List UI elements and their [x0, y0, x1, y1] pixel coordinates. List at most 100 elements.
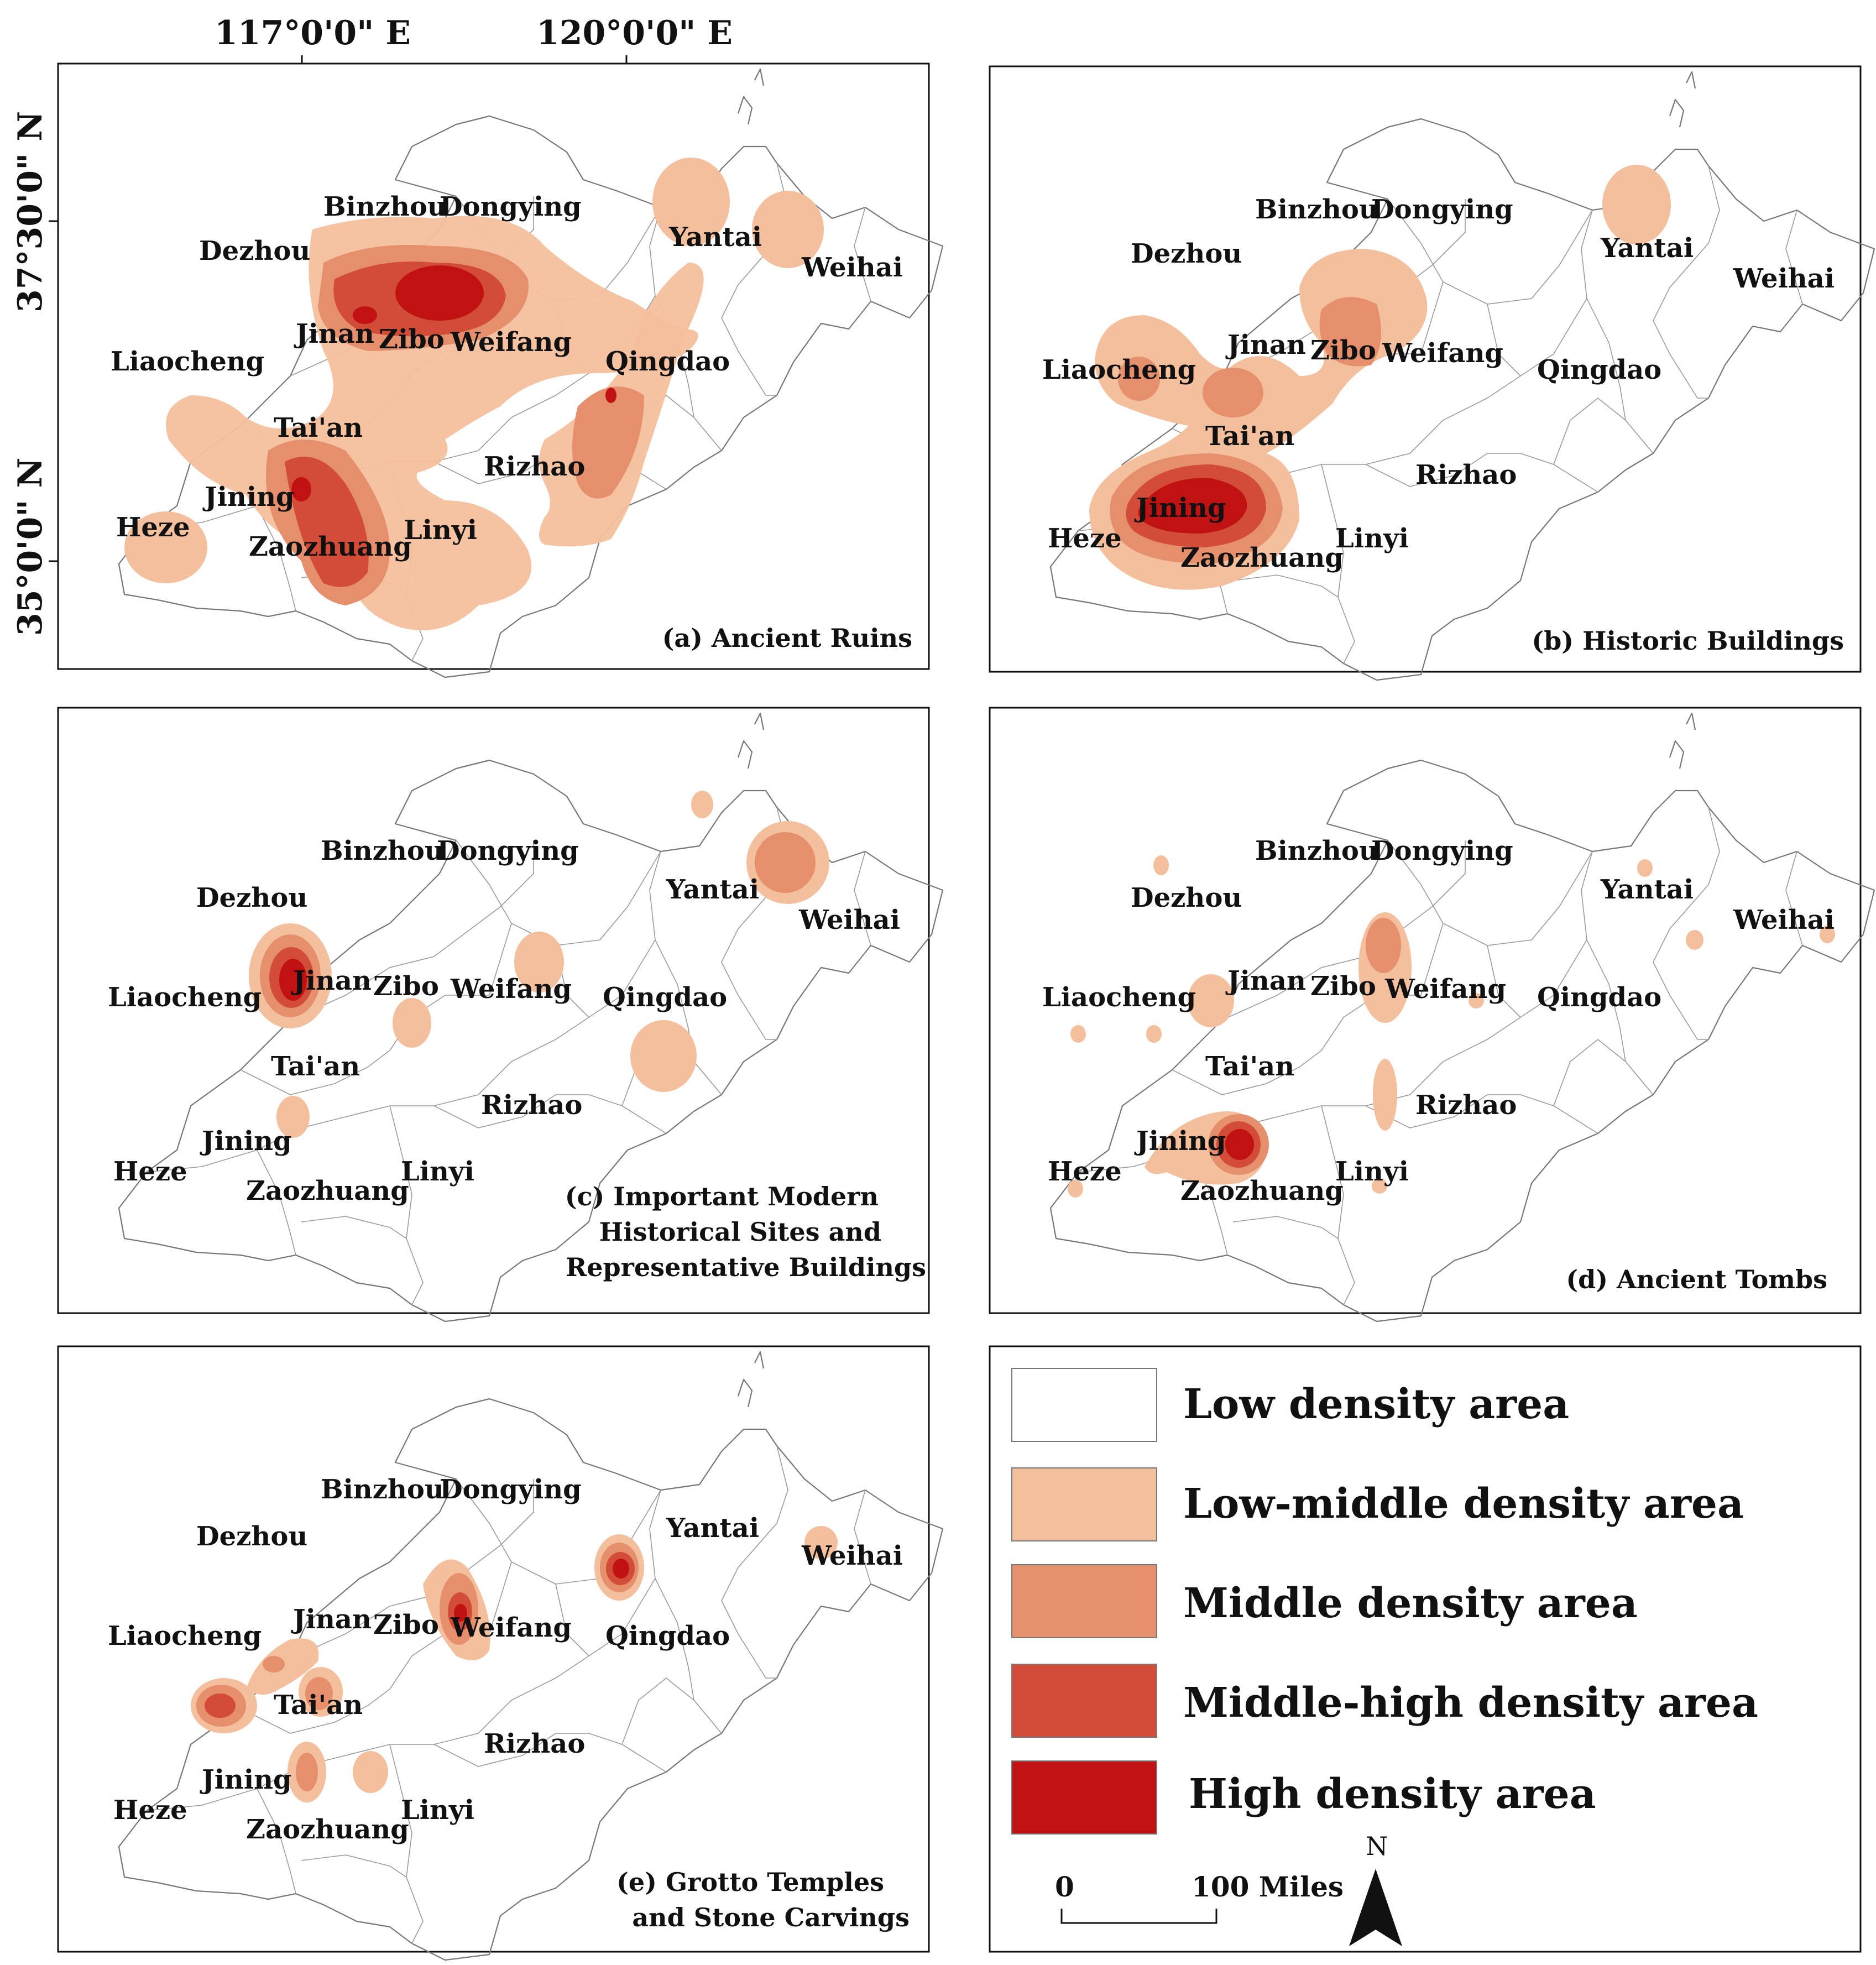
city-label-qingdao: Qingdao	[605, 346, 730, 377]
city-label-qingdao: Qingdao	[605, 1621, 730, 1652]
city-label-dongying: Dongying	[1371, 194, 1513, 225]
hotspot-middle	[1118, 357, 1160, 401]
scale-distance-label: 100 Miles	[1192, 1870, 1344, 1903]
hotspot-low-middle	[1146, 1025, 1162, 1043]
city-label-dongying: Dongying	[437, 835, 579, 866]
city-label-heze: Heze	[1048, 1156, 1122, 1187]
hotspot-middle	[1366, 918, 1401, 973]
panel-c-map: Binzhou Dongying Dezhou Yantai Weihai Ji…	[108, 712, 944, 1323]
hotspot-low-middle	[1637, 859, 1653, 877]
city-label-weifang: Weifang	[450, 974, 572, 1005]
city-label-rizhao: Rizhao	[1415, 1090, 1517, 1121]
hotspot-low-middle	[276, 1096, 310, 1138]
city-label-binzhou: Binzhou	[321, 835, 444, 866]
hotspot-low-middle	[1469, 993, 1484, 1008]
legend-label-middle-high: Middle-high density area	[1183, 1679, 1758, 1727]
hotspot-low-middle	[514, 932, 564, 992]
panel-a-map: Binzhou Dongying Dezhou Yantai Weihai Ji…	[111, 68, 944, 678]
legend-item-middle: Middle density area	[1011, 1564, 1638, 1638]
city-label-jinan: Jinan	[1225, 965, 1306, 996]
city-label-heze: Heze	[116, 512, 190, 543]
city-label-yantai: Yantai	[1600, 233, 1694, 264]
panel-e-title: (e) Grotto Temples and Stone Carvings	[616, 1867, 910, 1932]
city-label-dezhou: Dezhou	[199, 236, 310, 266]
hotspot-low-middle	[1070, 1025, 1086, 1043]
north-label: N	[1366, 1831, 1388, 1861]
city-label-dezhou: Dezhou	[1131, 238, 1242, 269]
panel-a-title: (a) Ancient Ruins	[662, 623, 912, 653]
city-label-yantai: Yantai	[666, 874, 759, 905]
hotspot-low-middle	[353, 1751, 388, 1793]
city-label-weihai: Weihai	[801, 252, 903, 283]
hotspot-middle	[1203, 368, 1263, 417]
city-label-dezhou: Dezhou	[196, 882, 307, 913]
lon-label-117: 117°0'0" E	[215, 14, 411, 53]
city-label-weihai: Weihai	[1733, 905, 1835, 936]
city-label-liaocheng: Liaocheng	[1042, 354, 1196, 385]
city-label-jining: Jining	[1134, 493, 1226, 524]
scale-zero-label: 0	[1055, 1870, 1074, 1903]
hotspot-low-middle	[691, 791, 713, 818]
hotspot-low-middle	[393, 998, 431, 1048]
panel-b-map: Binzhou Dongying Dezhou Yantai Weihai Ji…	[1042, 71, 1875, 681]
city-label-liaocheng: Liaocheng	[111, 346, 264, 377]
legend-swatch-middle-high	[1011, 1664, 1157, 1738]
city-label-heze: Heze	[113, 1156, 187, 1187]
city-label-zaozhuang: Zaozhuang	[249, 531, 412, 562]
city-label-linyi: Linyi	[404, 515, 477, 546]
legend-item-middle-high: Middle-high density area	[1011, 1664, 1758, 1738]
city-label-taian: Tai'an	[1205, 1051, 1294, 1082]
city-label-taian: Tai'an	[274, 412, 363, 443]
hotspot-high	[395, 265, 484, 321]
city-label-weihai: Weihai	[801, 1540, 903, 1571]
city-label-zibo: Zibo	[379, 324, 445, 355]
hotspot-low-middle	[804, 1526, 838, 1559]
hotspot-low-middle	[1686, 930, 1703, 950]
hotspot-low-middle	[1068, 1180, 1083, 1198]
city-label-binzhou: Binzhou	[323, 191, 447, 222]
city-label-heze: Heze	[113, 1795, 187, 1826]
city-label-zaozhuang: Zaozhuang	[1180, 542, 1344, 573]
legend-swatch-low-middle	[1011, 1467, 1157, 1541]
city-label-zaozhuang: Zaozhuang	[246, 1814, 409, 1845]
hotspot-high	[1225, 1129, 1254, 1160]
legend-item-low: Low density area	[1011, 1368, 1569, 1442]
city-label-taian: Tai'an	[274, 1690, 363, 1721]
city-label-zibo: Zibo	[373, 971, 439, 1002]
panel-d-ancient-tombs: Binzhou Dongying Dezhou Yantai Weihai Ji…	[989, 707, 1875, 1323]
city-label-rizhao: Rizhao	[1415, 459, 1517, 490]
city-label-rizhao: Rizhao	[481, 1090, 582, 1121]
hotspot-high	[613, 1559, 629, 1579]
city-label-binzhou: Binzhou	[1255, 194, 1378, 225]
city-label-weihai: Weihai	[1733, 263, 1835, 294]
city-label-yantai: Yantai	[1600, 874, 1694, 905]
city-label-liaocheng: Liaocheng	[1042, 982, 1196, 1013]
panel-e-grotto-temples: Binzhou Dongying Dezhou Yantai Weihai Ji…	[57, 1345, 944, 1961]
legend-swatch-middle	[1011, 1564, 1157, 1638]
city-label-taian: Tai'an	[1205, 421, 1294, 452]
panel-a-city-labels: Binzhou Dongying Dezhou Yantai Weihai Ji…	[111, 191, 903, 562]
city-label-dongying: Dongying	[440, 191, 582, 222]
city-label-jinan: Jinan	[291, 965, 372, 996]
hotspot-low-middle	[752, 191, 824, 268]
city-label-linyi: Linyi	[1335, 1156, 1409, 1187]
hotspot-low-middle	[1188, 974, 1234, 1027]
hotspot-low-middle	[652, 158, 730, 246]
city-label-liaocheng: Liaocheng	[108, 982, 262, 1013]
hotspot-low-middle	[1820, 926, 1835, 943]
hotspot-low-middle	[124, 511, 207, 583]
city-label-weifang: Weifang	[450, 1612, 572, 1643]
city-label-dezhou: Dezhou	[196, 1521, 307, 1552]
legend-swatch-low	[1011, 1368, 1157, 1442]
hotspot-low-middle	[1153, 855, 1169, 875]
north-arrow-icon	[1349, 1869, 1402, 1946]
panel-e-map: Binzhou Dongying Dezhou Yantai Weihai Ji…	[108, 1351, 944, 1961]
panel-a-ancient-ruins: Binzhou Dongying Dezhou Yantai Weihai Ji…	[57, 62, 944, 678]
legend-label-middle: Middle density area	[1183, 1580, 1638, 1627]
city-label-zibo: Zibo	[373, 1609, 439, 1640]
hotspot-low-middle	[1372, 1178, 1387, 1194]
city-label-jining: Jining	[1134, 1126, 1226, 1157]
lat-label-37-30: 37°30'0" N	[11, 111, 50, 312]
city-label-zaozhuang: Zaozhuang	[1180, 1175, 1344, 1206]
panel-b-historic-buildings: Binzhou Dongying Dezhou Yantai Weihai Ji…	[989, 65, 1875, 681]
